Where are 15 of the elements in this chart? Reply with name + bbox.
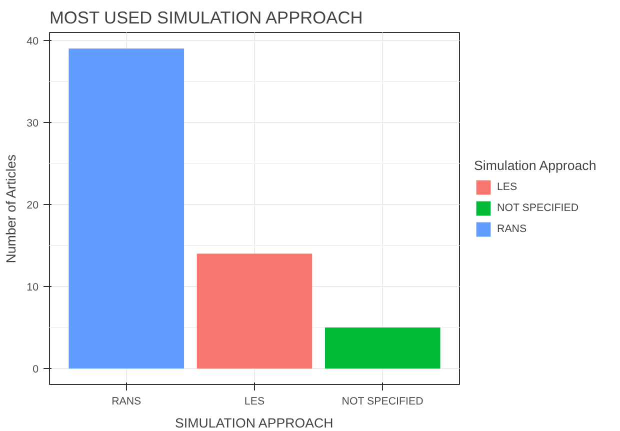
y-tick-label: 0 [32, 364, 39, 376]
y-axis-title: Number of Articles [4, 154, 19, 264]
legend-title: Simulation Approach [474, 158, 596, 172]
y-tick-label: 10 [26, 281, 39, 294]
legend-label: LES [497, 180, 518, 192]
chart-title: MOST USED SIMULATION APPROACH [50, 8, 363, 28]
x-tick-label: NOT SPECIFIED [342, 396, 424, 408]
x-axis-title: SIMULATION APPROACH [175, 416, 334, 430]
legend-label: RANS [497, 222, 527, 234]
y-tick-label: 30 [26, 117, 39, 130]
legend-label: NOT SPECIFIED [497, 202, 579, 214]
y-tick-label: 20 [26, 199, 39, 212]
x-tick-label: RANS [112, 396, 142, 408]
x-tick-label: LES [244, 396, 265, 408]
y-tick-label: 40 [26, 35, 39, 48]
